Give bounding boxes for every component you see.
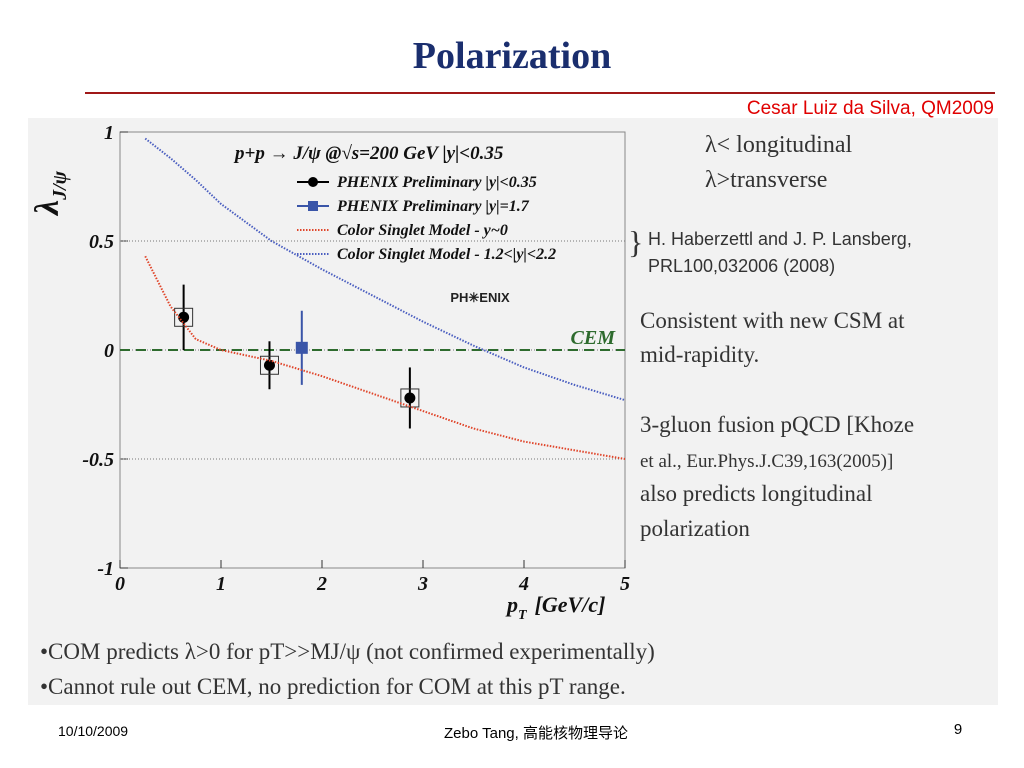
systematic-box: [174, 307, 194, 327]
model-curve: [144, 137, 626, 402]
legend-label: Color Singlet Model - y~0: [337, 222, 508, 239]
citation: Cesar Luiz da Silva, QM2009: [747, 98, 994, 119]
legend-label: PHENIX Preliminary |y|<0.35: [336, 174, 537, 191]
legend-marker: [308, 201, 318, 211]
footer-date: 10/10/2009: [58, 723, 128, 739]
x-tick-label: 3: [417, 573, 428, 595]
paragraph-line: 3-gluon fusion pQCD [Khoze: [640, 412, 914, 437]
reference-line: PRL100,032006 (2008): [648, 256, 835, 276]
x-tick-label: 4: [518, 573, 529, 595]
y-axis-symbol: λ: [29, 200, 66, 217]
y-tick-label: -0.5: [82, 449, 114, 471]
bullet: •Cannot rule out CEM, no prediction for …: [40, 674, 626, 699]
note-line: λ>transverse: [705, 167, 827, 193]
legend-marker: [308, 177, 318, 187]
page-number: 9: [954, 721, 962, 738]
slide-title: Polarization: [413, 35, 611, 77]
legend-header: p+p → J/ψ @√s=200 GeV |y|<0.35: [233, 143, 504, 164]
paragraph-line: Consistent with new CSM at: [640, 308, 905, 333]
x-tick-label: 0: [115, 573, 125, 595]
note-line: λ< longitudinal: [705, 132, 852, 158]
paragraph-line: also predicts longitudinal: [640, 481, 873, 506]
paragraph-line: polarization: [640, 516, 750, 541]
y-tick-label: 0: [104, 340, 114, 362]
legend-label: PHENIX Preliminary |y|=1.7: [336, 198, 530, 215]
bullet: •COM predicts λ>0 for pT>>MJ/ψ (not conf…: [40, 639, 655, 664]
model-curve: [144, 255, 626, 460]
paragraph-line: et al., Eur.Phys.J.C39,163(2005)]: [640, 451, 893, 472]
x-axis-subscript: T: [518, 608, 528, 623]
footer-author: Zebo Tang, 高能核物理导论: [444, 725, 628, 742]
data-point: [295, 341, 308, 354]
brace: }: [628, 224, 643, 260]
paragraph-line: mid-rapidity.: [640, 342, 759, 367]
x-axis-label: pT [GeV/c]: [505, 592, 605, 623]
x-axis-unit: [GeV/c]: [535, 592, 606, 617]
x-tick-label: 1: [216, 573, 226, 595]
reference-label: CEM: [571, 327, 617, 349]
y-tick-label: -1: [97, 558, 114, 580]
x-tick-label: 2: [316, 573, 327, 595]
data-point: [263, 359, 275, 371]
x-axis-symbol: p: [505, 592, 518, 617]
reference-line: H. Haberzettl and J. P. Lansberg,: [648, 229, 912, 249]
logo: PH✳ENIX: [450, 290, 510, 305]
y-tick-label: 0.5: [89, 231, 114, 253]
y-axis-label: λJ/ψ: [29, 170, 71, 217]
systematic-box: [259, 355, 279, 375]
y-tick-label: 1: [104, 122, 114, 144]
y-axis-subscript: J/ψ: [49, 170, 71, 201]
legend-label: Color Singlet Model - 1.2<|y|<2.2: [337, 246, 556, 263]
data-point: [404, 392, 416, 404]
x-tick-label: 5: [620, 573, 630, 595]
